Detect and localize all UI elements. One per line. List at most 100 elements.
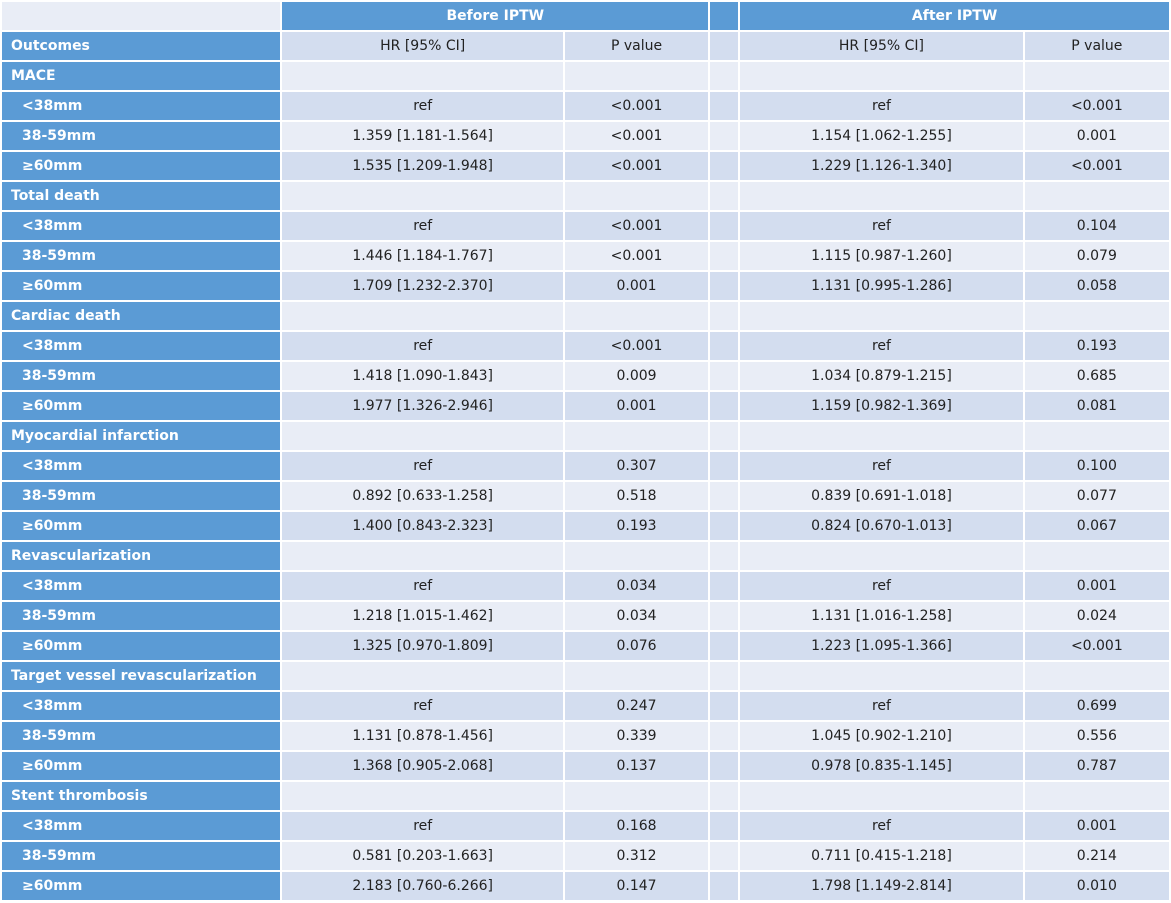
empty-cell — [564, 542, 709, 570]
hr-after: ref — [740, 812, 1023, 840]
hr-before: 2.183 [0.760-6.266] — [282, 872, 563, 900]
p-after: <0.001 — [1024, 152, 1169, 180]
empty-cell — [710, 302, 739, 330]
empty-cell — [1024, 662, 1169, 690]
gap-cell — [710, 362, 739, 390]
row-label: ≥60mm — [2, 872, 281, 900]
empty-cell — [740, 182, 1023, 210]
group-row: Target vessel revascularization — [2, 662, 1169, 690]
empty-cell — [740, 542, 1023, 570]
hr-before: 1.325 [0.970-1.809] — [282, 632, 563, 660]
group-label: Revascularization — [2, 542, 281, 570]
hr-after: 1.154 [1.062-1.255] — [740, 122, 1023, 150]
empty-cell — [282, 422, 563, 450]
p-after: 0.001 — [1024, 812, 1169, 840]
p-after: 0.001 — [1024, 122, 1169, 150]
hr-before: ref — [282, 692, 563, 720]
group-row: Stent thrombosis — [2, 782, 1169, 810]
hr-after: 0.978 [0.835-1.145] — [740, 752, 1023, 780]
empty-cell — [710, 62, 739, 90]
empty-cell — [740, 662, 1023, 690]
hr-before: 1.418 [1.090-1.843] — [282, 362, 563, 390]
data-row: ≥60mm 1.400 [0.843-2.323] 0.193 0.824 [0.67… — [2, 512, 1169, 540]
hr-before: ref — [282, 452, 563, 480]
p-after: 0.100 — [1024, 452, 1169, 480]
p-after: 0.079 — [1024, 242, 1169, 270]
hr-before: 0.892 [0.633-1.258] — [282, 482, 563, 510]
group-header: Before IPTW — [282, 2, 709, 30]
gap-cell — [710, 92, 739, 120]
row-label: 38-59mm — [2, 842, 281, 870]
gap-cell — [710, 812, 739, 840]
p-before: 0.247 — [564, 692, 709, 720]
hr-after: ref — [740, 692, 1023, 720]
p-after: <0.001 — [1024, 632, 1169, 660]
gap-cell — [710, 242, 739, 270]
p-before: <0.001 — [564, 122, 709, 150]
empty-cell — [282, 182, 563, 210]
data-row: <38mm ref 0.247 ref 0.699 — [2, 692, 1169, 720]
p-after: 0.024 — [1024, 602, 1169, 630]
p-after: 0.077 — [1024, 482, 1169, 510]
corner-cell — [2, 2, 281, 30]
group-row: Total death — [2, 182, 1169, 210]
empty-cell — [710, 542, 739, 570]
gap-cell — [710, 122, 739, 150]
row-label: 38-59mm — [2, 722, 281, 750]
gap-cell — [710, 212, 739, 240]
group-row: Cardiac death — [2, 302, 1169, 330]
row-label: <38mm — [2, 572, 281, 600]
empty-cell — [710, 782, 739, 810]
column-header-row: Outcomes HR [95% CI] P value HR [95% CI] P v… — [2, 32, 1169, 60]
p-after: 0.058 — [1024, 272, 1169, 300]
data-row: <38mm ref 0.034 ref 0.001 — [2, 572, 1169, 600]
p-after: 0.685 — [1024, 362, 1169, 390]
hr-before: 1.535 [1.209-1.948] — [282, 152, 563, 180]
empty-cell — [710, 422, 739, 450]
p-after: 0.214 — [1024, 842, 1169, 870]
empty-cell — [710, 662, 739, 690]
row-label: <38mm — [2, 692, 281, 720]
data-row: 38-59mm 1.218 [1.015-1.462] 0.034 1.131 [1.… — [2, 602, 1169, 630]
gap-cell — [710, 2, 739, 30]
hr-before: ref — [282, 812, 563, 840]
gap-cell — [710, 632, 739, 660]
hr-before: 1.218 [1.015-1.462] — [282, 602, 563, 630]
p-before: <0.001 — [564, 242, 709, 270]
empty-cell — [282, 62, 563, 90]
p-after: 0.699 — [1024, 692, 1169, 720]
hr-after: 1.223 [1.095-1.366] — [740, 632, 1023, 660]
p-after: 0.104 — [1024, 212, 1169, 240]
empty-cell — [564, 782, 709, 810]
row-label: 38-59mm — [2, 362, 281, 390]
p-after: 0.001 — [1024, 572, 1169, 600]
row-label: ≥60mm — [2, 392, 281, 420]
column-header: HR [95% CI] — [282, 32, 563, 60]
gap-cell — [710, 32, 739, 60]
row-label: <38mm — [2, 332, 281, 360]
empty-cell — [1024, 182, 1169, 210]
hr-before: 1.368 [0.905-2.068] — [282, 752, 563, 780]
gap-cell — [710, 332, 739, 360]
hr-after: 0.711 [0.415-1.218] — [740, 842, 1023, 870]
hr-before: 1.131 [0.878-1.456] — [282, 722, 563, 750]
gap-cell — [710, 392, 739, 420]
hr-after: ref — [740, 332, 1023, 360]
data-row: 38-59mm 0.892 [0.633-1.258] 0.518 0.839 [0.… — [2, 482, 1169, 510]
group-header: After IPTW — [740, 2, 1169, 30]
data-row: 38-59mm 1.418 [1.090-1.843] 0.009 1.034 [0.… — [2, 362, 1169, 390]
empty-cell — [564, 422, 709, 450]
group-label: Total death — [2, 182, 281, 210]
data-row: 38-59mm 1.131 [0.878-1.456] 0.339 1.045 [0.… — [2, 722, 1169, 750]
group-row: MACE — [2, 62, 1169, 90]
data-row: ≥60mm 1.325 [0.970-1.809] 0.076 1.223 [1.09… — [2, 632, 1169, 660]
group-label: Stent thrombosis — [2, 782, 281, 810]
column-header: P value — [1024, 32, 1169, 60]
row-label: ≥60mm — [2, 152, 281, 180]
empty-cell — [1024, 422, 1169, 450]
hr-before: ref — [282, 92, 563, 120]
data-row: 38-59mm 1.359 [1.181-1.564] <0.001 1.154 [1… — [2, 122, 1169, 150]
hr-before: 0.581 [0.203-1.663] — [282, 842, 563, 870]
gap-cell — [710, 512, 739, 540]
p-before: 0.034 — [564, 602, 709, 630]
